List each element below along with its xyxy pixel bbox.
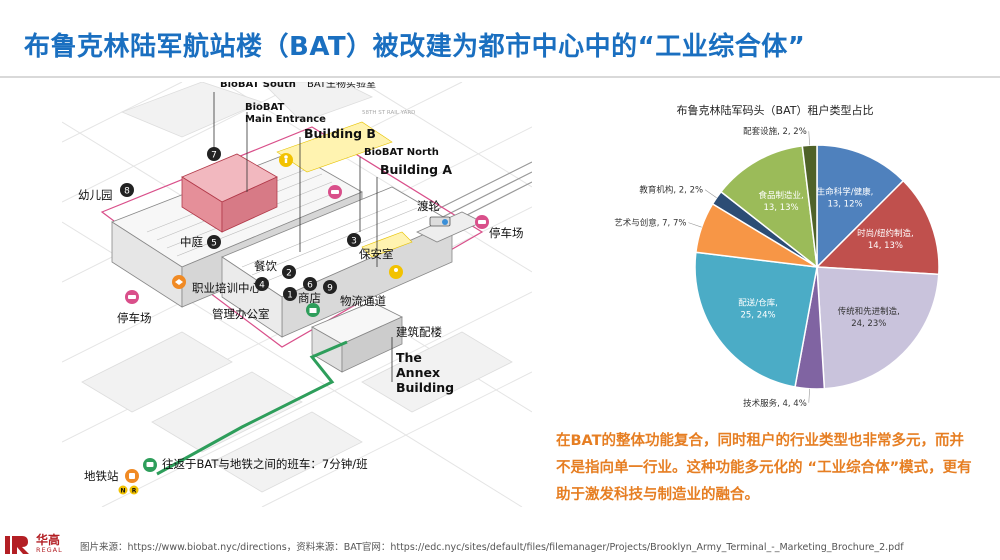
svg-text:9: 9 [327, 284, 333, 294]
shuttle-route [156, 340, 348, 476]
summary-note: 在BAT的整体功能复合，同时租户的行业类型也非常多元，而并不是指向单一行业。这种… [556, 433, 972, 503]
pie-leader-8 [808, 131, 810, 146]
bus-icon [143, 458, 157, 472]
label-parking-right: 停车场 [489, 226, 524, 240]
label-dining: 餐饮 [254, 259, 277, 273]
pie-slice-8 [801, 144, 818, 268]
pie-label-6: 教育机构, 2, 2% [639, 185, 703, 196]
source-citation: 图片来源：https://www.biobat.nyc/directions，资… [80, 542, 904, 553]
pie-slice-2 [816, 266, 940, 390]
label-training: 职业培训中心 [192, 281, 261, 295]
svg-text:N: N [120, 488, 125, 495]
subway-line-n: N [118, 485, 128, 495]
svg-text:R: R [132, 488, 137, 495]
pie-label-8: 配套设施, 2, 2% [743, 126, 807, 137]
pie-label-0: 生命科学/健康, 13, 12% [817, 186, 874, 209]
label-logistics: 物流通道 [340, 294, 386, 308]
label-subway: 地铁站 [84, 469, 119, 483]
svg-text:8: 8 [124, 187, 130, 197]
label-annex-3: Building [396, 380, 454, 395]
parking-icon-left [125, 290, 139, 304]
pie-label-7: 食品制造业, 13, 13% [758, 190, 803, 213]
pie-label-5: 艺术与创意, 7, 7% [614, 218, 686, 229]
marker-5: 5 [207, 235, 221, 249]
pie-label-1: 时尚/纽约制造, 14, 13% [857, 228, 914, 251]
label-kindergarten: 幼儿园 [78, 188, 113, 202]
svg-text:3: 3 [351, 237, 357, 247]
kindergarten-icon [279, 153, 293, 167]
label-annex-2: Annex [396, 365, 440, 380]
pie-label-4: 配送/仓库, 25, 24% [738, 297, 778, 320]
marker-7: 7 [207, 147, 221, 161]
label-courtyard: 中庭 [180, 235, 203, 249]
security-icon [389, 265, 403, 279]
marker-8: 8 [120, 183, 134, 197]
pie-leader-3 [808, 388, 810, 403]
svg-text:2: 2 [286, 269, 292, 279]
svg-text:6: 6 [307, 281, 313, 291]
label-biobat-south: BioBAT South [220, 82, 296, 90]
page-title: 布鲁克林陆军航站楼（BAT）被改建为都市中心中的“工业综合体” [24, 32, 806, 62]
subway-icon [125, 469, 139, 483]
label-annex-1: The [396, 350, 422, 365]
label-biobat-north: BioBAT North [364, 147, 439, 158]
marker-6: 6 [303, 277, 317, 291]
site-map: 58TH ST RAIL YARD [62, 82, 532, 507]
pie-label-3: 技术服务, 4, 4% [743, 398, 807, 409]
pie-leader-6 [704, 189, 717, 198]
svg-text:7: 7 [211, 151, 217, 161]
label-shop: 商店 [298, 291, 321, 305]
chart-title: 布鲁克林陆军码头（BAT）租户类型占比 [677, 103, 874, 117]
pie-slice-1 [815, 179, 940, 276]
label-biobat-main-entrance: Main Entrance [245, 114, 326, 125]
street-label: 58TH ST RAIL YARD [362, 110, 415, 116]
pie-leader-5 [688, 222, 702, 228]
label-biobat-main: BioBAT [245, 102, 285, 113]
parking-icon-right [475, 215, 489, 229]
logo-chinese-name: 华高 [36, 533, 61, 547]
marker-2: 2 [282, 265, 296, 279]
svg-text:1: 1 [287, 291, 293, 301]
training-icon [172, 275, 186, 289]
tenant-type-pie-chart: 布鲁克林陆军码头（BAT）租户类型占比 生命科学/健康, 13, 12% 时尚/纽约… [614, 103, 940, 409]
label-building-a: Building A [380, 162, 452, 177]
marker-4: 4 [255, 277, 269, 291]
regal-logo-icon [5, 536, 29, 554]
label-admin: 管理办公室 [212, 307, 270, 321]
pie-slice-7 [719, 145, 818, 269]
pie-slice-0 [816, 144, 905, 269]
label-annex-cn: 建筑配楼 [396, 325, 442, 339]
label-bat-lab: BAT生物实验室 [307, 82, 376, 90]
pie-slice-4 [694, 251, 818, 388]
title-divider [0, 76, 1000, 78]
ferry-icon [429, 216, 451, 227]
site-outline [100, 126, 484, 348]
marker-1: 1 [283, 287, 297, 301]
svg-text:4: 4 [259, 281, 265, 291]
label-ferry: 渡轮 [417, 199, 440, 213]
parking-icon-top [328, 185, 342, 199]
label-building-b: Building B [304, 126, 376, 141]
shop-icon [306, 303, 320, 317]
logo-english-name: REGAL [36, 546, 63, 554]
svg-text:5: 5 [211, 239, 217, 249]
label-security: 保安室 [359, 247, 394, 261]
pie-label-2: 传统和先进制造, 24, 23% [838, 306, 900, 329]
label-parking-left: 停车场 [117, 311, 152, 325]
marker-3: 3 [347, 233, 361, 247]
marker-9: 9 [323, 280, 337, 294]
map-markers: 7 8 5 2 4 1 6 3 9 [120, 147, 361, 301]
subway-line-r: R [129, 485, 139, 495]
label-shuttle: 往返于BAT与地铁之间的班车：7分钟/班 [162, 457, 368, 471]
